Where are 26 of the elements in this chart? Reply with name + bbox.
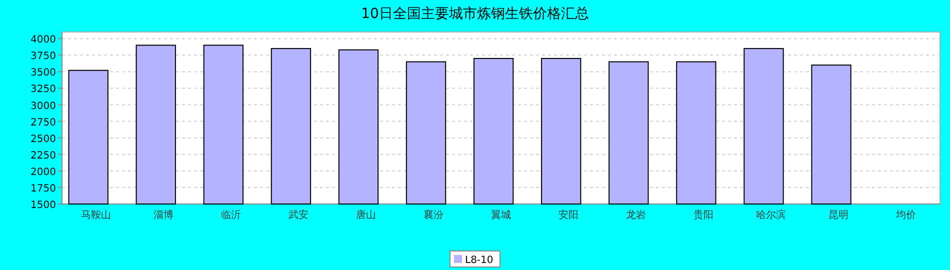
y-tick-label: 2250 xyxy=(30,150,56,162)
x-tick-label: 武安 xyxy=(288,209,308,221)
legend-label: L8-10 xyxy=(465,255,494,266)
x-tick-label: 翼城 xyxy=(491,209,511,221)
y-tick-label: 2750 xyxy=(30,117,56,128)
y-tick-label: 1750 xyxy=(30,183,56,194)
y-tick-label: 3250 xyxy=(30,84,56,96)
x-tick-label: 哈尔滨 xyxy=(756,209,786,221)
x-tick-label: 龙岩 xyxy=(626,209,646,221)
y-tick-label: 4000 xyxy=(30,34,56,46)
x-tick-label: 均价 xyxy=(895,209,916,221)
y-tick-label: 2500 xyxy=(30,134,56,145)
x-tick-label: 唐山 xyxy=(356,209,376,221)
x-tick-label: 淄博 xyxy=(153,209,174,221)
x-tick-label: 安阳 xyxy=(558,209,579,221)
y-tick-label: 3000 xyxy=(30,100,56,112)
chart-title: 10日全国主要城市炼钢生铁价格汇总 xyxy=(361,6,589,22)
x-tick-label: 临沂 xyxy=(220,209,241,221)
y-tick-label: 3750 xyxy=(30,51,56,62)
x-tick-label: 昆明 xyxy=(828,210,849,221)
x-tick-label: 襄汾 xyxy=(423,209,444,221)
x-tick-label: 贵阳 xyxy=(694,209,714,221)
y-tick-label: 3500 xyxy=(30,68,56,79)
x-tick-label: 马鞍山 xyxy=(80,209,111,221)
y-tick-label: 2000 xyxy=(30,166,56,178)
y-tick-label: 1500 xyxy=(30,200,56,211)
